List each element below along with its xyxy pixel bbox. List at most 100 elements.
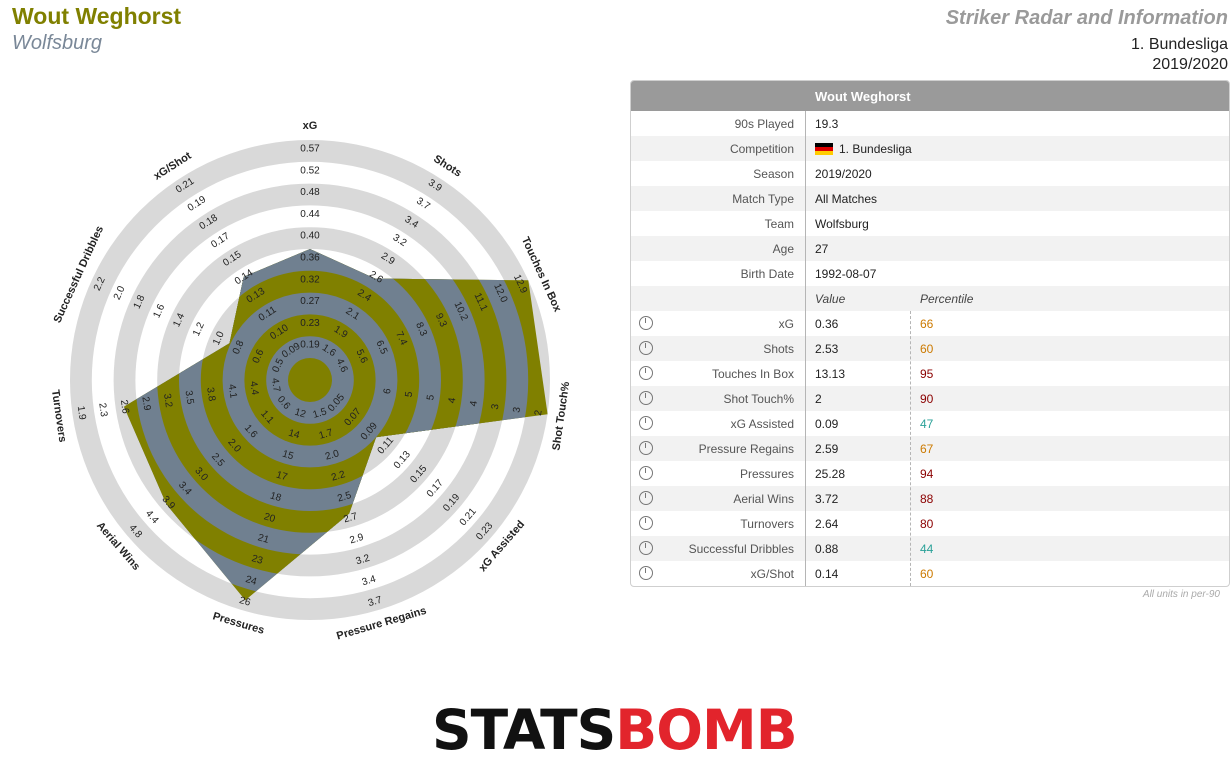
stat-row: xG/Shot 0.14 60 (631, 561, 1229, 586)
tick-label: 4 (468, 400, 480, 408)
tick-label: 3.2 (355, 553, 372, 568)
table-row: 90s Played 19.3 (631, 111, 1229, 136)
stat-value: 0.14 (815, 567, 839, 581)
tick-label: 6.5 (373, 339, 389, 357)
logo-part-bomb: BOMB (615, 698, 797, 762)
tick-label: 3.5 (183, 390, 196, 406)
stat-value: 3.72 (815, 492, 839, 506)
tick-label: 4.6 (334, 357, 350, 375)
stat-gauge-icon (639, 341, 653, 355)
stat-gauge-icon (639, 441, 653, 455)
tick-label: 0.52 (300, 165, 320, 176)
stat-row: Pressure Regains 2.59 67 (631, 436, 1229, 461)
metric-label: xG (303, 120, 318, 132)
table-row: Competition 1. Bundesliga (631, 136, 1229, 161)
tick-label: 0.32 (300, 274, 320, 285)
stat-label: Turnovers (740, 517, 794, 531)
stat-value: 2 (815, 392, 822, 406)
stat-row: Pressures 25.28 94 (631, 461, 1229, 486)
stat-percentile: 47 (920, 417, 934, 431)
tick-label: 4 (447, 397, 459, 405)
tick-label: 0.27 (300, 296, 320, 307)
stat-gauge-icon (639, 516, 653, 530)
metric-label: Pressures (211, 610, 265, 637)
row-value: Wolfsburg (815, 217, 869, 231)
tick-label: 2.7 (342, 511, 359, 526)
stat-value: 2.59 (815, 442, 839, 456)
stat-row: Shots 2.53 60 (631, 336, 1229, 361)
tick-label: 1.5 (312, 406, 329, 421)
tick-label: 4.1 (226, 384, 239, 400)
tick-label: 1.4 (171, 311, 187, 329)
table-row: Age 27 (631, 236, 1229, 261)
table-row: Match Type All Matches (631, 186, 1229, 211)
table-header-name: Wout Weghorst (815, 89, 911, 104)
stat-row: Successful Dribbles 0.88 44 (631, 536, 1229, 561)
team-name: Wolfsburg (12, 32, 103, 54)
stat-row: xG 0.36 66 (631, 311, 1229, 336)
stat-row: Aerial Wins 3.72 88 (631, 486, 1229, 511)
stat-value: 0.36 (815, 317, 839, 331)
stat-label: xG/Shot (750, 567, 794, 581)
tick-label: 2.0 (112, 284, 128, 302)
tick-label: 4.4 (247, 380, 260, 396)
tick-label: 3 (511, 406, 523, 414)
table-row: Birth Date 1992-08-07 (631, 261, 1229, 286)
tick-label: 2.6 (118, 399, 131, 415)
stat-gauge-icon (639, 391, 653, 405)
stat-value: 0.09 (815, 417, 839, 431)
stat-percentile: 94 (920, 467, 934, 481)
table-row: Team Wolfsburg (631, 211, 1229, 236)
table-header: Wout Weghorst (631, 81, 1229, 111)
tick-label: 3.7 (367, 595, 384, 610)
tick-label: 1.7 (318, 427, 335, 442)
stat-percentile: 60 (920, 567, 934, 581)
tick-label: 3.8 (204, 387, 217, 403)
stat-value: 0.88 (815, 542, 839, 556)
tick-label: 3 (490, 403, 502, 411)
tick-label: 0.40 (300, 231, 320, 242)
column-divider-dashed (910, 311, 911, 586)
tick-label: 2.2 (330, 469, 347, 484)
stat-label: Aerial Wins (733, 492, 794, 506)
stat-row: xG Assisted 0.09 47 (631, 411, 1229, 436)
tick-label: 8.3 (413, 321, 429, 339)
stat-gauge-icon (639, 366, 653, 380)
metric-label: Shot Touch% (550, 381, 572, 452)
tick-label: 14 (287, 428, 301, 442)
radar-chart: 0.190.230.270.320.360.400.440.480.520.57… (49, 120, 572, 643)
tick-label: 2.3 (96, 402, 109, 418)
tick-label: 23 (250, 553, 264, 567)
stat-percentile: 67 (920, 442, 934, 456)
radar-fill-center (288, 358, 332, 402)
row-label: Competition (729, 142, 794, 156)
stat-label: Successful Dribbles (688, 542, 794, 556)
tick-label: 12 (293, 407, 307, 421)
statsbomb-logo: STATSBOMB (432, 698, 798, 762)
logo-part-stats: STATS (432, 698, 616, 762)
column-divider (805, 111, 806, 586)
row-label: Team (764, 217, 794, 231)
chart-title: Striker Radar and Information (945, 7, 1228, 29)
stat-value: 2.53 (815, 342, 839, 356)
value-column-header: Value (815, 292, 846, 306)
tick-label: 1.0 (211, 329, 227, 347)
player-name: Wout Weghorst (12, 3, 182, 29)
tick-label: 24 (244, 574, 258, 588)
germany-flag-icon (815, 143, 833, 155)
tick-label: 0.19 (300, 340, 320, 351)
stat-percentile: 80 (920, 517, 934, 531)
stat-row: Touches In Box 13.13 95 (631, 361, 1229, 386)
stat-label: Touches In Box (711, 367, 794, 381)
tick-label: 1.8 (132, 293, 148, 311)
row-value: 27 (815, 242, 829, 256)
stat-percentile: 66 (920, 317, 934, 331)
stat-gauge-icon (639, 466, 653, 480)
tick-label: 2.9 (348, 532, 365, 547)
tick-label: 2.2 (92, 275, 108, 293)
season-label: 2019/2020 (1152, 56, 1228, 73)
tick-label: 21 (256, 532, 270, 546)
stat-percentile: 95 (920, 367, 934, 381)
tick-label: 5 (425, 393, 437, 401)
tick-label: 5 (404, 390, 416, 398)
